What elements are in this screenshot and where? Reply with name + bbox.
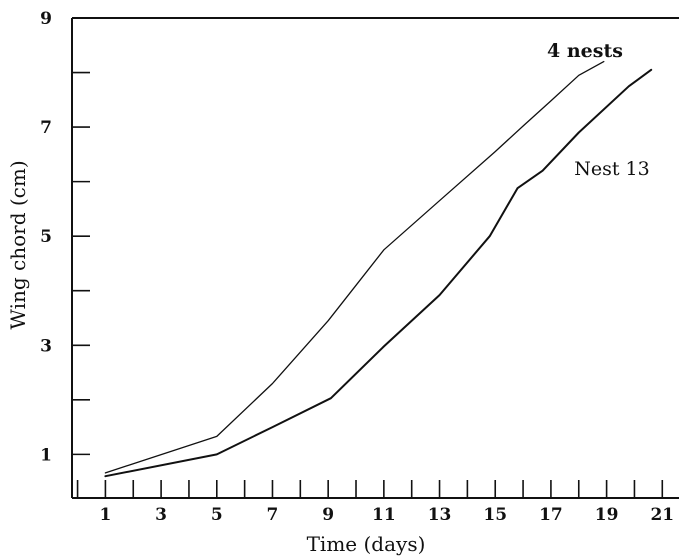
y-tick-label: 3: [40, 336, 52, 356]
series-label-nest-13: Nest 13: [574, 158, 649, 180]
x-tick-label: 15: [483, 505, 507, 525]
series-line-4-nests: [104, 60, 605, 474]
series-label-4-nests: 4 nests: [547, 40, 623, 62]
x-tick-label: 17: [539, 505, 563, 525]
x-axis-title: Time (days): [307, 532, 426, 556]
x-tick-label: 7: [267, 505, 279, 525]
x-tick-label: 11: [372, 505, 396, 525]
x-tick-label: 9: [322, 505, 334, 525]
ticks: [72, 17, 664, 498]
y-axis-title: Wing chord (cm): [6, 160, 30, 329]
y-tick-label: 1: [40, 445, 52, 465]
x-tick-label: 21: [650, 505, 674, 525]
x-tick-label: 5: [211, 505, 223, 525]
y-tick-label: 9: [40, 9, 52, 29]
x-tick-label: 3: [155, 505, 167, 525]
series-lines: [104, 60, 653, 478]
axes: [71, 17, 679, 499]
x-tick-label: 19: [595, 505, 619, 525]
y-tick-label: 7: [40, 118, 52, 138]
x-tick-label: 13: [428, 505, 452, 525]
x-tick-label: 1: [99, 505, 111, 525]
y-tick-label: 5: [40, 227, 52, 247]
series-line-nest-13: [104, 68, 653, 478]
